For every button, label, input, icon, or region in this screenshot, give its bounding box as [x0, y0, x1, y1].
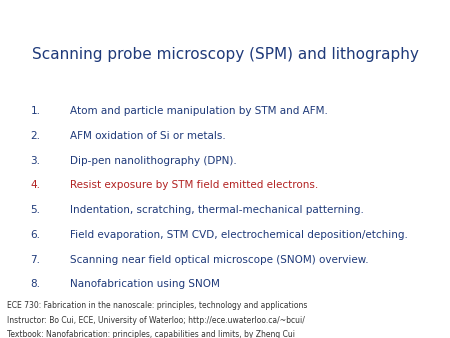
Text: 8.: 8. [31, 279, 40, 289]
Text: ECE 730: Fabrication in the nanoscale: principles, technology and applications: ECE 730: Fabrication in the nanoscale: p… [7, 301, 307, 311]
Text: 6.: 6. [31, 230, 40, 240]
Text: Instructor: Bo Cui, ECE, University of Waterloo; http://ece.uwaterloo.ca/~bcui/: Instructor: Bo Cui, ECE, University of W… [7, 316, 305, 325]
Text: 2.: 2. [31, 131, 40, 141]
Text: Field evaporation, STM CVD, electrochemical deposition/etching.: Field evaporation, STM CVD, electrochemi… [70, 230, 408, 240]
Text: Indentation, scratching, thermal-mechanical patterning.: Indentation, scratching, thermal-mechani… [70, 205, 364, 215]
Text: Textbook: Nanofabrication: principles, capabilities and limits, by Zheng Cui: Textbook: Nanofabrication: principles, c… [7, 330, 295, 338]
Text: Scanning near field optical microscope (SNOM) overview.: Scanning near field optical microscope (… [70, 255, 369, 265]
Text: 4.: 4. [31, 180, 40, 191]
Text: Resist exposure by STM field emitted electrons.: Resist exposure by STM field emitted ele… [70, 180, 318, 191]
Text: 7.: 7. [31, 255, 40, 265]
Text: Dip-pen nanolithography (DPN).: Dip-pen nanolithography (DPN). [70, 156, 237, 166]
Text: 3.: 3. [31, 156, 40, 166]
Text: 5.: 5. [31, 205, 40, 215]
Text: Scanning probe microscopy (SPM) and lithography: Scanning probe microscopy (SPM) and lith… [32, 47, 419, 62]
Text: Nanofabrication using SNOM: Nanofabrication using SNOM [70, 279, 220, 289]
Text: 1.: 1. [31, 106, 40, 117]
Text: AFM oxidation of Si or metals.: AFM oxidation of Si or metals. [70, 131, 225, 141]
Text: Atom and particle manipulation by STM and AFM.: Atom and particle manipulation by STM an… [70, 106, 328, 117]
